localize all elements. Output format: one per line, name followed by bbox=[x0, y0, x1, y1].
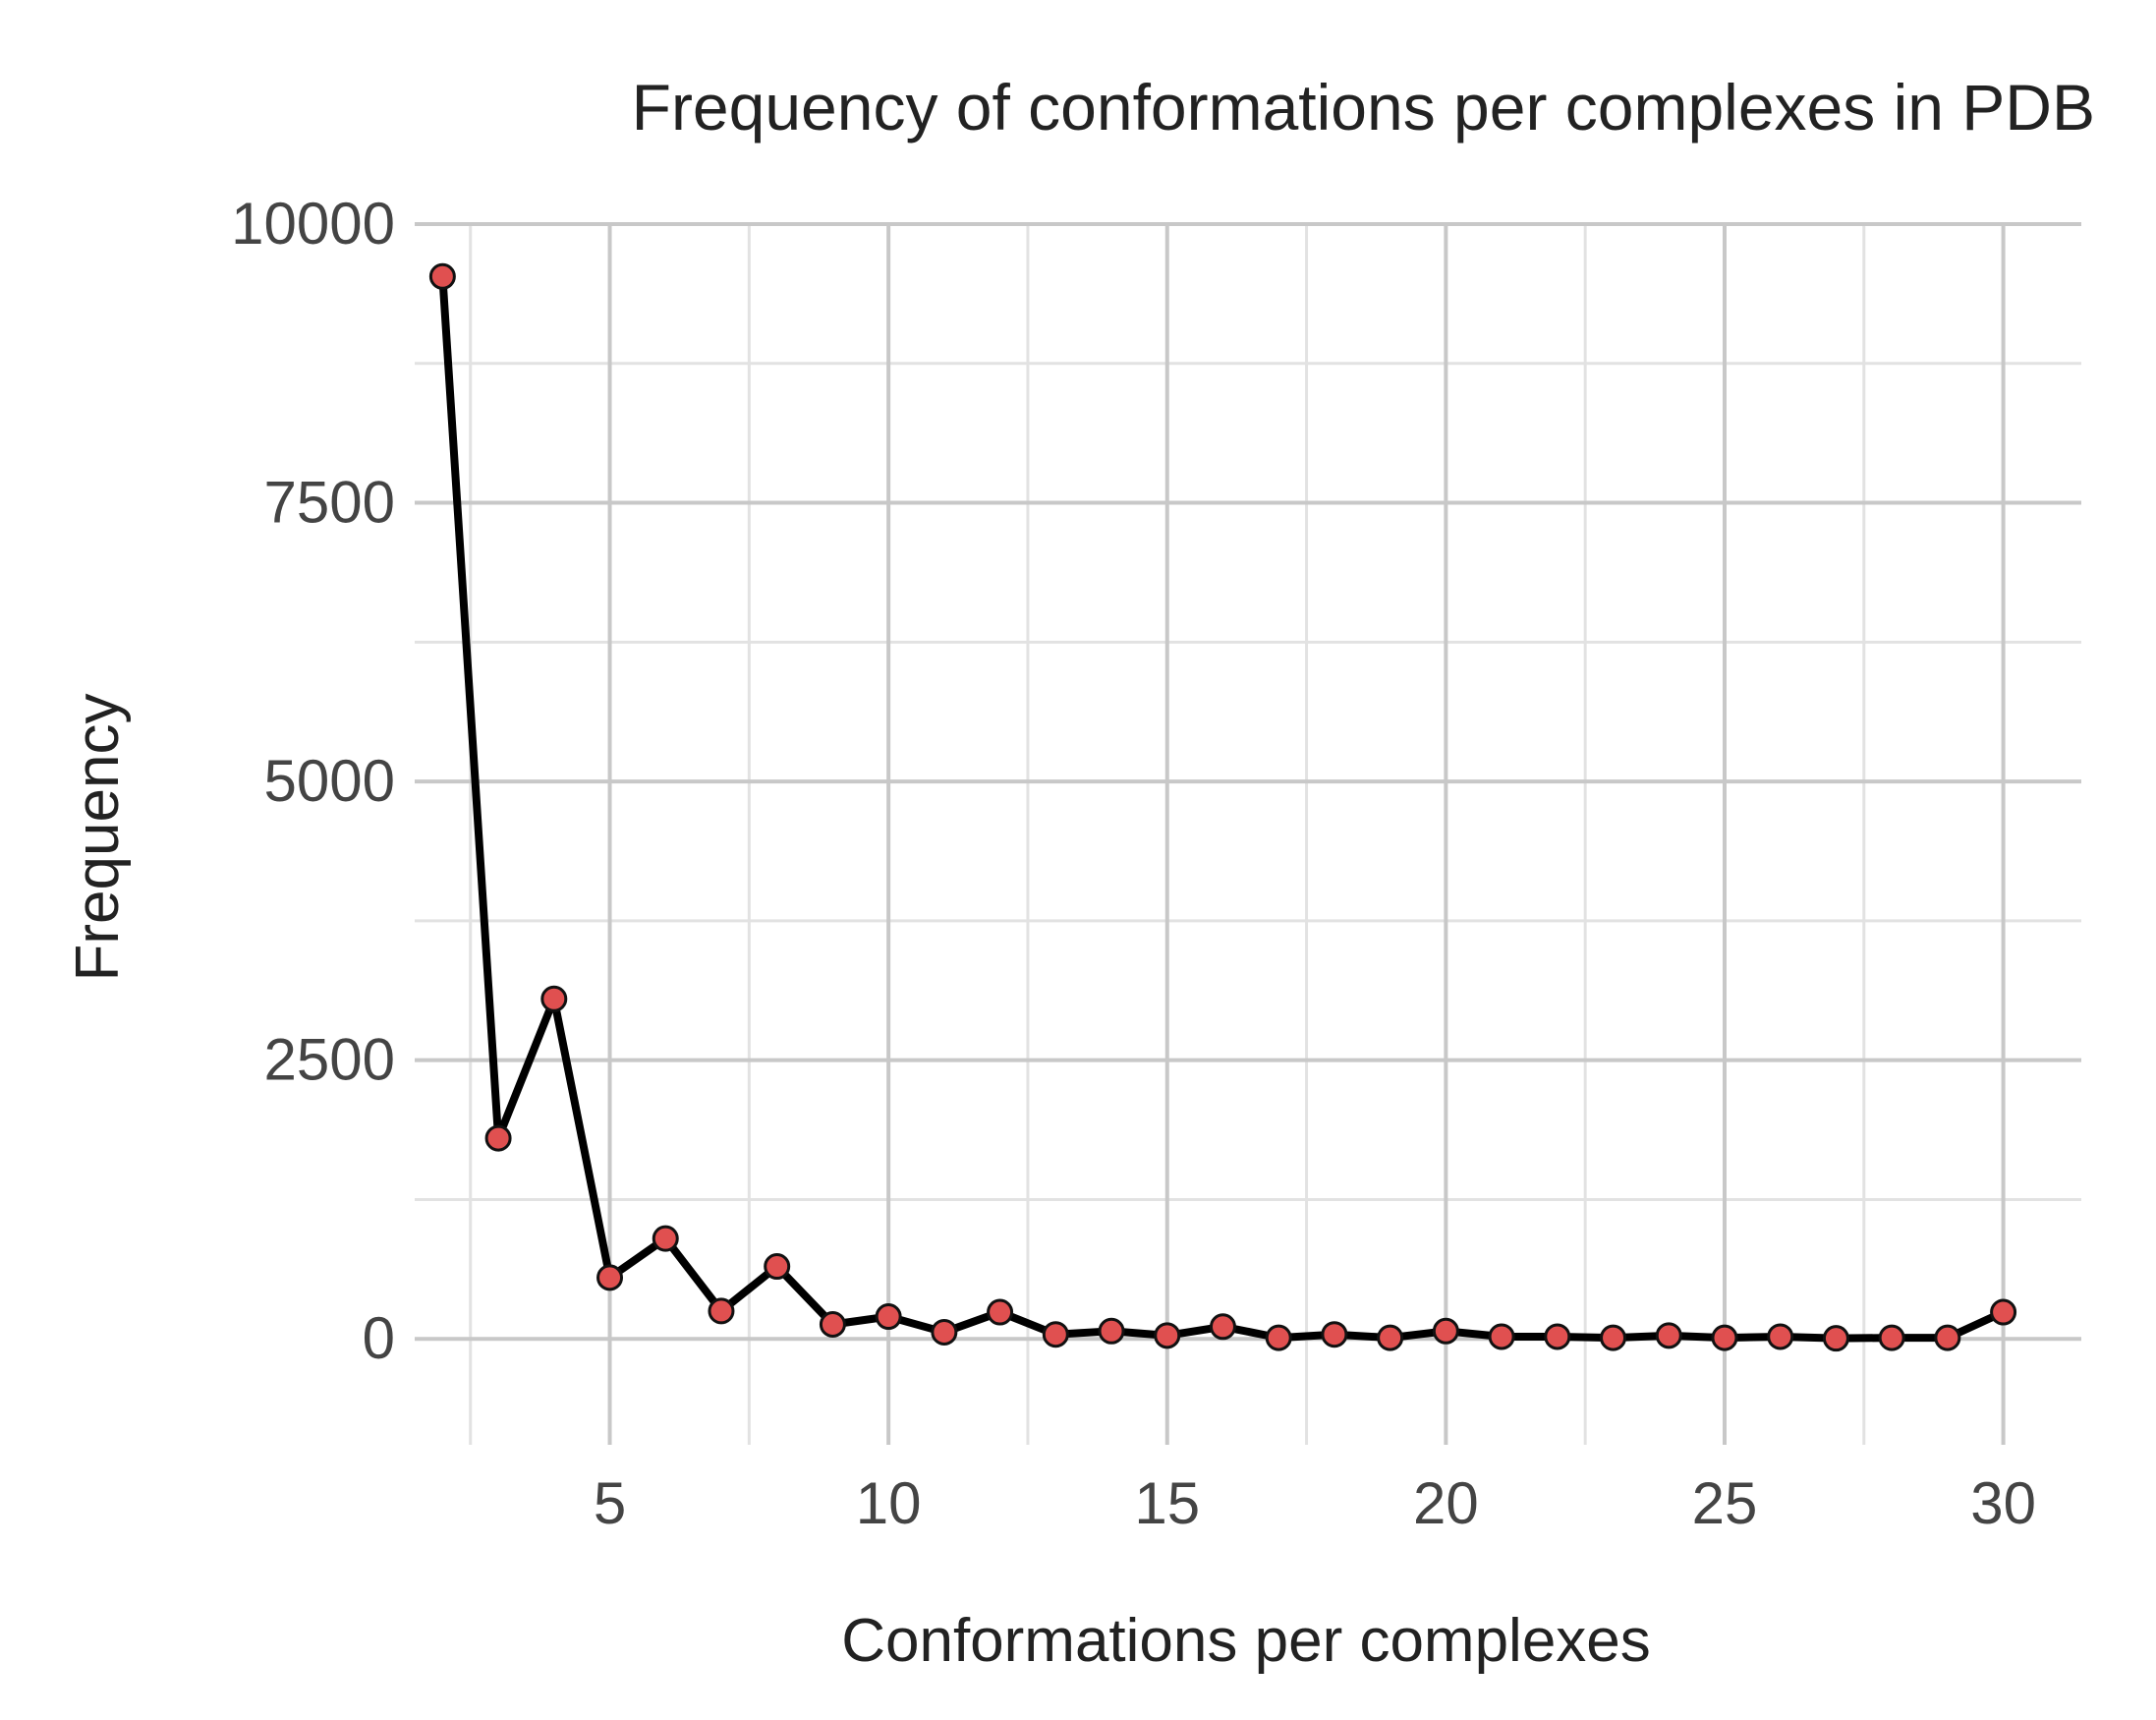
minor-gridlines bbox=[415, 224, 2081, 1445]
data-point bbox=[652, 1225, 679, 1252]
series-line bbox=[438, 272, 2008, 1343]
data-point bbox=[1767, 1323, 1794, 1350]
x-tick-label: 20 bbox=[1413, 1470, 1479, 1536]
x-tick-label: 25 bbox=[1692, 1470, 1758, 1536]
data-point bbox=[1209, 1313, 1236, 1341]
data-point bbox=[1878, 1324, 1905, 1351]
data-point bbox=[987, 1298, 1014, 1326]
data-point bbox=[1098, 1317, 1125, 1345]
data-point bbox=[1432, 1317, 1459, 1345]
series-lines bbox=[438, 272, 2008, 1343]
x-tick-label: 5 bbox=[594, 1470, 626, 1536]
data-point bbox=[708, 1297, 735, 1325]
data-point bbox=[1711, 1324, 1738, 1351]
y-axis-tick-labels: 0 2500 5000 7500 10000 bbox=[231, 191, 395, 1371]
x-axis-label: Conformations per complexes bbox=[841, 1607, 1651, 1675]
data-point bbox=[540, 985, 568, 1012]
data-point bbox=[1600, 1324, 1627, 1351]
data-point bbox=[1488, 1323, 1515, 1350]
data-point bbox=[1655, 1322, 1682, 1349]
major-gridlines bbox=[415, 222, 2081, 1445]
y-tick-label: 0 bbox=[363, 1305, 395, 1371]
x-axis-tick-labels: 5 10 15 20 25 30 bbox=[594, 1470, 2036, 1536]
x-tick-label: 10 bbox=[856, 1470, 922, 1536]
data-point bbox=[1822, 1325, 1849, 1352]
data-point bbox=[1934, 1324, 1961, 1351]
data-point bbox=[1377, 1324, 1404, 1351]
y-tick-label: 7500 bbox=[264, 470, 395, 536]
data-point bbox=[1042, 1321, 1069, 1348]
data-point bbox=[931, 1318, 958, 1346]
y-tick-label: 2500 bbox=[264, 1027, 395, 1093]
y-tick-label: 10000 bbox=[231, 191, 395, 257]
data-point bbox=[1544, 1323, 1571, 1350]
data-point bbox=[819, 1311, 846, 1339]
data-point bbox=[1990, 1298, 2017, 1326]
y-tick-label: 5000 bbox=[264, 748, 395, 814]
data-point bbox=[1154, 1322, 1181, 1349]
data-point bbox=[764, 1253, 791, 1281]
data-point bbox=[875, 1303, 902, 1331]
data-point bbox=[596, 1264, 624, 1291]
data-point bbox=[1321, 1321, 1348, 1348]
x-tick-label: 15 bbox=[1134, 1470, 1200, 1536]
data-point bbox=[1265, 1324, 1292, 1351]
series-points bbox=[428, 262, 2017, 1352]
data-point bbox=[428, 262, 456, 290]
x-tick-label: 30 bbox=[1970, 1470, 2036, 1536]
data-point bbox=[484, 1124, 512, 1152]
chart-title: Frequency of conformations per complexes… bbox=[632, 71, 2095, 143]
y-axis-label: Frequency bbox=[64, 694, 132, 982]
